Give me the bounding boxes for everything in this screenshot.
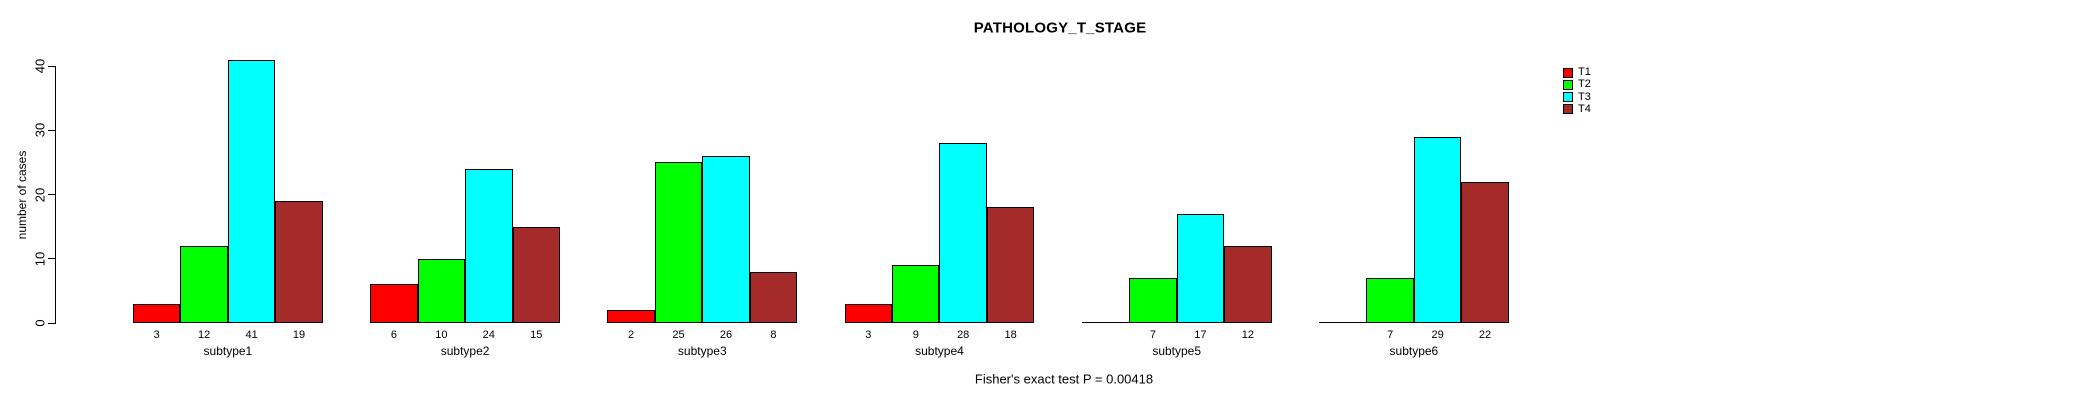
x-category-label-subtype4: subtype4 — [915, 344, 964, 358]
legend-item-label: T4 — [1578, 102, 1591, 115]
bar-subtype2-T4 — [512, 226, 560, 323]
bar-value-label: 28 — [957, 329, 970, 341]
bar-subtype1-T2 — [180, 245, 228, 323]
bar-value-label: 19 — [292, 329, 306, 341]
bar-subtype1-T4 — [275, 200, 323, 323]
y-axis-tick — [48, 194, 55, 195]
y-axis-tick-label: 20 — [32, 187, 48, 202]
bar-subtype5-T2 — [1129, 278, 1177, 323]
y-axis-tick-label: 10 — [32, 251, 48, 266]
y-axis-tick-label: 0 — [32, 319, 48, 327]
legend-swatch-T2 — [1563, 79, 1573, 90]
x-category-label-subtype6: subtype6 — [1389, 344, 1439, 358]
legend-swatch-T3 — [1563, 92, 1573, 103]
bar-value-label: 26 — [719, 329, 733, 341]
bar-subtype5-T4 — [1224, 245, 1272, 323]
bar-subtype6-T3 — [1413, 136, 1462, 323]
x-category-label-subtype5: subtype5 — [1152, 344, 1202, 358]
bar-subtype3-T3 — [702, 155, 750, 323]
bar-subtype3-T1 — [607, 310, 655, 323]
y-axis-tick — [48, 258, 55, 260]
x-category-label-subtype1: subtype1 — [203, 344, 253, 358]
legend-swatch-T4 — [1563, 104, 1573, 115]
bar-value-label: 8 — [770, 329, 777, 341]
legend-item-label: T3 — [1578, 90, 1591, 103]
zero-bar-baseline — [1319, 322, 1367, 323]
y-axis-tick — [48, 322, 55, 324]
chart-title: PATHOLOGY_T_STAGE — [973, 19, 1147, 37]
bar-value-label: 3 — [865, 329, 872, 341]
bar-value-label: 2 — [628, 329, 635, 341]
bar-subtype6-T4 — [1461, 181, 1509, 323]
bar-value-label: 9 — [912, 329, 919, 341]
legend-item-label: T1 — [1578, 66, 1591, 78]
bar-value-label: 29 — [1431, 329, 1444, 341]
bar-value-label: 12 — [1241, 329, 1254, 341]
y-axis-tick — [48, 129, 55, 131]
bar-subtype2-T3 — [465, 168, 513, 323]
legend-swatch-T1 — [1563, 67, 1573, 78]
caption-fisher-test: Fisher's exact test P = 0.00418 — [974, 371, 1154, 387]
legend-item-T4: T4 — [1563, 102, 1591, 115]
bar-subtype4-T2 — [892, 265, 940, 323]
bar-subtype4-T4 — [986, 207, 1035, 323]
bar-subtype3-T2 — [654, 162, 703, 323]
y-axis-label: number of cases — [15, 150, 29, 240]
bar-subtype1-T1 — [133, 303, 181, 323]
bar-value-label: 6 — [390, 329, 397, 341]
bar-value-label: 24 — [482, 329, 495, 341]
legend-item-T3: T3 — [1563, 90, 1591, 103]
bar-value-label: 17 — [1194, 329, 1207, 341]
y-axis-tick — [48, 65, 55, 67]
bar-subtype6-T2 — [1366, 278, 1414, 323]
y-axis-line — [55, 66, 56, 324]
y-axis-tick-label: 40 — [32, 58, 48, 74]
bar-subtype5-T3 — [1176, 213, 1225, 323]
bar-subtype3-T4 — [749, 271, 798, 323]
bar-value-label: 41 — [245, 329, 258, 341]
bar-subtype1-T3 — [227, 59, 276, 323]
bar-value-label: 7 — [1149, 329, 1157, 341]
zero-bar-baseline — [1081, 322, 1130, 323]
x-category-label-subtype2: subtype2 — [440, 344, 490, 358]
bar-value-label: 7 — [1387, 329, 1394, 341]
bar-value-label: 25 — [672, 329, 685, 341]
bar-value-label: 22 — [1478, 329, 1492, 341]
bar-subtype2-T2 — [417, 258, 466, 323]
legend-item-T2: T2 — [1563, 79, 1591, 90]
bar-value-label: 18 — [1004, 329, 1017, 341]
bar-subtype4-T1 — [844, 303, 893, 323]
bar-subtype4-T3 — [939, 143, 987, 323]
bar-subtype2-T1 — [370, 284, 418, 323]
legend-item-label: T2 — [1578, 78, 1591, 91]
legend-item-T1: T1 — [1563, 67, 1591, 78]
x-category-label-subtype3: subtype3 — [677, 344, 727, 358]
bar-value-label: 15 — [530, 329, 543, 341]
bar-value-label: 12 — [198, 329, 211, 341]
bar-value-label: 10 — [435, 329, 448, 341]
bar-value-label: 3 — [153, 329, 160, 341]
y-axis-tick-label: 30 — [32, 123, 48, 138]
